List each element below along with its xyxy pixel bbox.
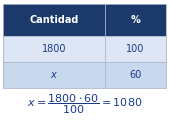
Bar: [105, 62, 166, 88]
Text: Cantidad: Cantidad: [29, 15, 79, 25]
Bar: [105, 4, 166, 36]
Bar: [3, 4, 105, 36]
Bar: [3, 62, 105, 88]
Text: %: %: [130, 15, 140, 25]
Text: 60: 60: [129, 70, 141, 80]
Text: 100: 100: [126, 44, 144, 54]
Text: $x$: $x$: [50, 70, 58, 80]
Bar: [105, 36, 166, 62]
Bar: [3, 36, 105, 62]
Text: 1800: 1800: [42, 44, 66, 54]
Text: $x = \dfrac{1800 \cdot 60}{100} = 1080$: $x = \dfrac{1800 \cdot 60}{100} = 1080$: [27, 93, 142, 116]
